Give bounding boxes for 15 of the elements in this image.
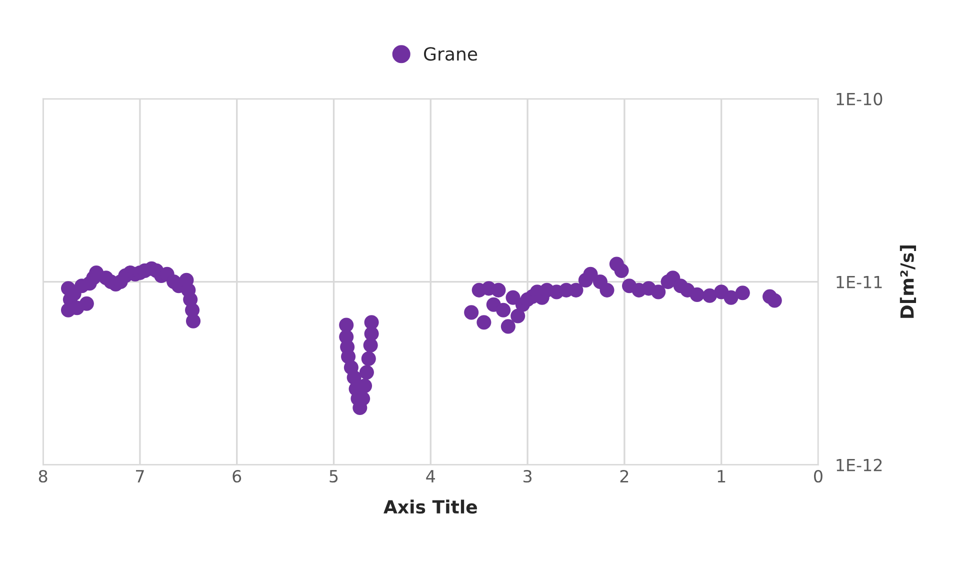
x-tick-label: 7 (136, 470, 144, 482)
y-tick-label: 1E-12 (836, 458, 882, 472)
y-tick-label: 1E-11 (836, 276, 882, 288)
x-tick-label: 2 (620, 470, 628, 482)
y-tick-label: 1E-10 (836, 92, 882, 106)
x-tick-label: 4 (426, 470, 436, 482)
x-tick-label: 1 (718, 470, 726, 482)
x-tick-label: 6 (232, 470, 242, 483)
x-tick-label: 8 (38, 470, 48, 483)
x-axis-title: Axis Title (384, 500, 477, 514)
x-tick-label: 3 (524, 470, 532, 483)
y-axis-title: D[m²/s] (900, 246, 916, 318)
x-tick-label: 5 (330, 470, 338, 483)
legend-label: Grane (424, 47, 478, 61)
x-tick-label: 0 (814, 470, 822, 483)
